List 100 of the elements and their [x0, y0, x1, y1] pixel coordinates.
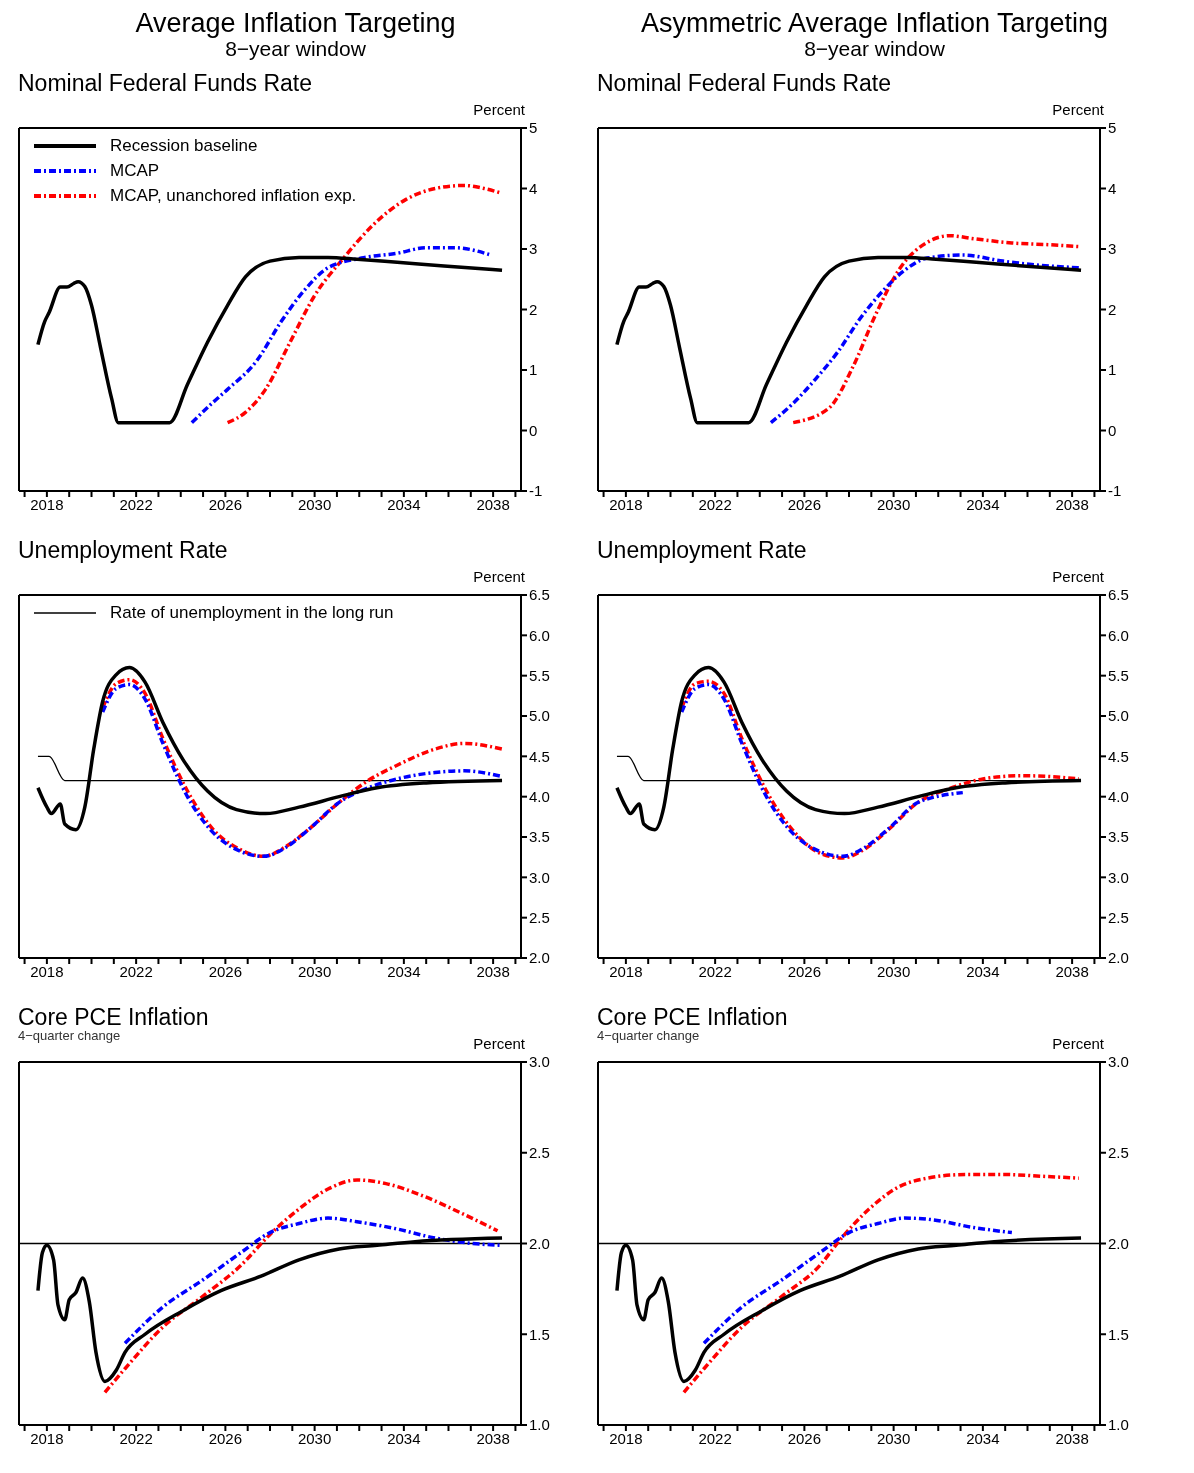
y-tick-label: 6.5: [1108, 586, 1129, 604]
legend-label: MCAP: [110, 160, 160, 182]
y-tick-label: 1: [1108, 361, 1117, 379]
x-tick-label: 2034: [387, 495, 421, 513]
y-axis-title: Percent: [473, 101, 525, 118]
x-tick-label: 2018: [30, 495, 64, 513]
chart-title: Unemployment Rate: [596, 537, 808, 564]
x-tick-label: 2018: [30, 962, 64, 980]
y-tick-label: 5.0: [529, 707, 550, 725]
y-tick-label: 5.5: [1108, 666, 1129, 684]
x-tick-label: 2026: [208, 495, 243, 513]
y-axis-title: Percent: [1052, 568, 1104, 585]
y-tick-label: 4.0: [1108, 787, 1129, 805]
text: Asymmetric Average Inflation Targeting: [639, 8, 1110, 39]
y-tick-label: 5: [1108, 119, 1117, 137]
legend-label: MCAP, unanchored inflation exp.: [110, 185, 357, 207]
y-axis-title: Percent: [473, 1035, 525, 1052]
y-tick-label: 1.0: [529, 1416, 550, 1434]
x-tick-label: 2022: [119, 962, 153, 980]
y-tick-label: 2: [1108, 300, 1117, 318]
y-tick-label: 0: [529, 421, 538, 439]
x-tick-label: 2030: [297, 1429, 332, 1447]
x-tick-label: 2038: [476, 1429, 510, 1447]
y-axis-title: Percent: [473, 568, 525, 585]
y-tick-label: 2: [529, 300, 538, 318]
x-tick-label: 2022: [119, 495, 153, 513]
y-tick-label: 4: [529, 179, 538, 197]
chart-title: Unemployment Rate: [17, 537, 229, 564]
y-tick-label: 1: [529, 361, 538, 379]
x-tick-label: 2030: [876, 495, 911, 513]
y-tick-label: 2.0: [1108, 949, 1129, 967]
line-series: [702, 1216, 1014, 1346]
text: 8−year window: [225, 37, 366, 61]
line-series: [769, 253, 1081, 425]
y-tick-label: -1: [1108, 482, 1122, 500]
chart-title: Nominal Federal Funds Rate: [596, 70, 893, 97]
y-tick-label: 2.5: [1108, 908, 1129, 926]
chart-title: Core PCE Inflation: [596, 1004, 789, 1031]
legend-label: Recession baseline: [110, 135, 258, 157]
x-tick-label: 2018: [609, 962, 643, 980]
chart-title: Nominal Federal Funds Rate: [17, 70, 314, 97]
x-tick-label: 2022: [119, 1429, 153, 1447]
x-tick-label: 2030: [297, 962, 332, 980]
line-series: [682, 1172, 1081, 1395]
y-tick-label: 3.5: [1108, 828, 1129, 846]
chart-subtitle: 4−quarter change: [596, 1028, 700, 1043]
legend-label: Rate of unemployment in the long run: [110, 602, 394, 624]
x-tick-label: 2018: [609, 1429, 643, 1447]
y-tick-label: 3: [1108, 240, 1117, 258]
x-tick-label: 2030: [297, 495, 332, 513]
x-tick-label: 2034: [387, 1429, 421, 1447]
y-tick-label: 3.0: [529, 1053, 550, 1071]
y-tick-label: 2.5: [1108, 1144, 1129, 1162]
y-tick-label: 5: [529, 119, 538, 137]
y-tick-label: 6.5: [529, 586, 550, 604]
y-tick-label: 6.0: [529, 626, 550, 644]
x-tick-label: 2038: [476, 962, 510, 980]
x-tick-label: 2038: [1055, 495, 1089, 513]
x-tick-label: 2038: [476, 495, 510, 513]
y-tick-label: -1: [529, 482, 543, 500]
text: 8−year window: [804, 37, 946, 61]
y-tick-label: 2.0: [529, 1234, 550, 1252]
chart-subtitle: 4−quarter change: [17, 1028, 121, 1043]
y-tick-label: 4.5: [529, 747, 550, 765]
y-tick-label: 1.0: [1108, 1416, 1129, 1434]
y-tick-label: 3: [529, 240, 538, 258]
x-tick-label: 2034: [966, 495, 1000, 513]
y-tick-label: 3.0: [1108, 1053, 1129, 1071]
x-tick-label: 2030: [876, 962, 911, 980]
x-tick-label: 2022: [698, 962, 732, 980]
line-series: [791, 233, 1081, 425]
x-tick-label: 2038: [1055, 962, 1089, 980]
y-tick-label: 1.5: [1108, 1325, 1129, 1343]
x-tick-label: 2026: [787, 1429, 822, 1447]
y-tick-label: 4.5: [1108, 747, 1129, 765]
line-series: [103, 1178, 500, 1395]
y-axis-title: Percent: [1052, 1035, 1104, 1052]
line-series: [36, 255, 504, 425]
x-tick-label: 2034: [966, 1429, 1000, 1447]
x-tick-label: 2022: [698, 1429, 732, 1447]
y-tick-label: 0: [1108, 421, 1117, 439]
x-tick-label: 2022: [698, 495, 732, 513]
line-series: [679, 682, 965, 859]
x-tick-label: 2030: [876, 1429, 911, 1447]
y-tick-label: 4: [1108, 179, 1117, 197]
x-tick-label: 2026: [208, 1429, 243, 1447]
y-tick-label: 3.0: [1108, 868, 1129, 886]
y-tick-label: 3.0: [529, 868, 550, 886]
text: Average Inflation Targeting: [134, 8, 457, 39]
x-tick-label: 2026: [787, 962, 822, 980]
y-axis-title: Percent: [1052, 101, 1104, 118]
x-tick-label: 2018: [609, 495, 643, 513]
chart-title: Core PCE Inflation: [17, 1004, 210, 1031]
y-tick-label: 3.5: [529, 828, 550, 846]
y-tick-label: 2.5: [529, 1144, 550, 1162]
y-tick-label: 5.5: [529, 666, 550, 684]
y-tick-label: 1.5: [529, 1325, 550, 1343]
y-tick-label: 2.0: [529, 949, 550, 967]
y-tick-label: 6.0: [1108, 626, 1129, 644]
y-tick-label: 4.0: [529, 787, 550, 805]
